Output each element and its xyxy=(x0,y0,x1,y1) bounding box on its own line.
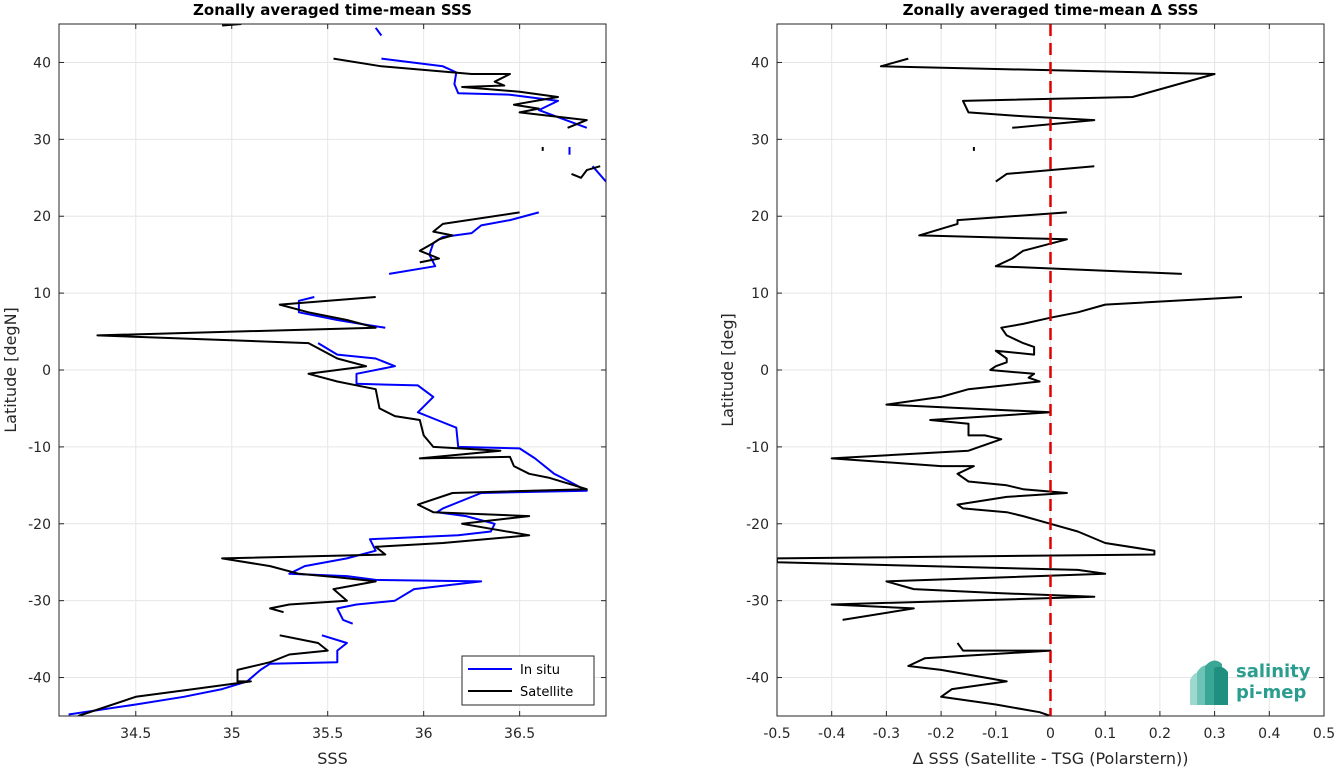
delta-sss-series-line xyxy=(777,296,1243,621)
y-tick-label: -10 xyxy=(746,440,769,456)
in-situ-series-line xyxy=(388,211,540,275)
x-tick-label: -0.4 xyxy=(818,726,845,742)
salinity-pi-mep-logo: salinity pi-mep xyxy=(1190,660,1311,705)
x-tick-label: -0.1 xyxy=(982,726,1009,742)
x-tick-label: -0.3 xyxy=(873,726,900,742)
in-situ-series-line xyxy=(381,57,588,129)
x-tick-label: 0.2 xyxy=(1149,726,1171,742)
logo-wave-icon xyxy=(1190,660,1228,705)
left-axes: 34.5 35 35.5 36 36.5 -40 -30 -20 -10 0 10 20 30 40 Zon… xyxy=(1,1,607,768)
series-group xyxy=(68,24,606,716)
legend-label-satellite: Satellite xyxy=(520,685,573,700)
delta-sss-series-line xyxy=(995,165,1095,183)
axes-frame xyxy=(776,23,1325,717)
x-axis-label: Δ SSS (Satellite - TSG (Polarstern)) xyxy=(912,749,1188,768)
x-tick-label: 0 xyxy=(1046,726,1055,742)
in-situ-series-line xyxy=(374,27,383,37)
logo-line-1: salinity xyxy=(1236,661,1311,682)
y-tick-label: -40 xyxy=(28,671,51,687)
y-axis-label: Latitude [deg] xyxy=(718,313,737,427)
y-tick-label: -20 xyxy=(746,517,769,533)
y-tick-label: -30 xyxy=(28,594,51,610)
y-tick-label: 10 xyxy=(751,286,769,302)
logo-line-2: pi-mep xyxy=(1236,682,1306,703)
chart-title: Zonally averaged time-mean Δ SSS xyxy=(903,1,1199,19)
y-tick-label: -30 xyxy=(746,594,769,610)
x-tick-label: 34.5 xyxy=(120,726,151,742)
x-tick-label: 36 xyxy=(415,726,433,742)
x-tick-label: 0.4 xyxy=(1258,726,1280,742)
y-tick-label: 20 xyxy=(33,209,51,225)
x-tick-label: 0.1 xyxy=(1094,726,1116,742)
x-tick-label: -0.5 xyxy=(763,726,790,742)
y-tick-label: 40 xyxy=(751,55,769,71)
chart-title: Zonally averaged time-mean SSS xyxy=(193,1,472,19)
satellite-series-line xyxy=(77,634,329,716)
x-tick-label: 36.5 xyxy=(504,726,535,742)
y-tick-label: 0 xyxy=(42,363,51,379)
legend-box xyxy=(461,655,595,706)
x-tick-label: 0.5 xyxy=(1313,726,1335,742)
satellite-series-line xyxy=(96,296,588,614)
series-group xyxy=(777,57,1243,716)
axes-frame xyxy=(58,23,607,717)
in-situ-series-line xyxy=(297,296,386,329)
legend-label-in-situ: In situ xyxy=(520,663,560,678)
right-axes: -0.5 -0.4 -0.3 -0.2 -0.1 0 0.1 0.2 0.3 0.4 0.5 -40 -… xyxy=(718,1,1335,768)
x-axis-label: SSS xyxy=(317,749,347,768)
x-tick-label: 35 xyxy=(223,726,241,742)
y-tick-label: -20 xyxy=(28,517,51,533)
y-tick-label: 30 xyxy=(33,132,51,148)
y-tick-label: 20 xyxy=(751,209,769,225)
y-tick-label: 0 xyxy=(760,363,769,379)
x-tick-label: 35.5 xyxy=(312,726,343,742)
x-tick-label: -0.2 xyxy=(927,726,954,742)
y-tick-label: 40 xyxy=(33,55,51,71)
delta-sss-series-line xyxy=(879,57,1216,129)
x-tick-label: 0.3 xyxy=(1203,726,1225,742)
in-situ-series-line xyxy=(288,342,588,625)
legend: In situ Satellite xyxy=(461,655,595,706)
in-situ-series-line xyxy=(68,634,348,716)
delta-sss-series-line xyxy=(907,642,1052,716)
y-tick-label: -10 xyxy=(28,440,51,456)
y-tick-label: 10 xyxy=(33,286,51,302)
satellite-series-line xyxy=(333,57,588,129)
y-tick-label: 30 xyxy=(751,132,769,148)
satellite-series-line xyxy=(418,211,520,264)
delta-sss-series-line xyxy=(918,211,1182,275)
y-axis-label: Latitude [degN] xyxy=(1,307,20,433)
y-tick-label: -40 xyxy=(746,671,769,687)
satellite-series-line xyxy=(571,165,601,179)
